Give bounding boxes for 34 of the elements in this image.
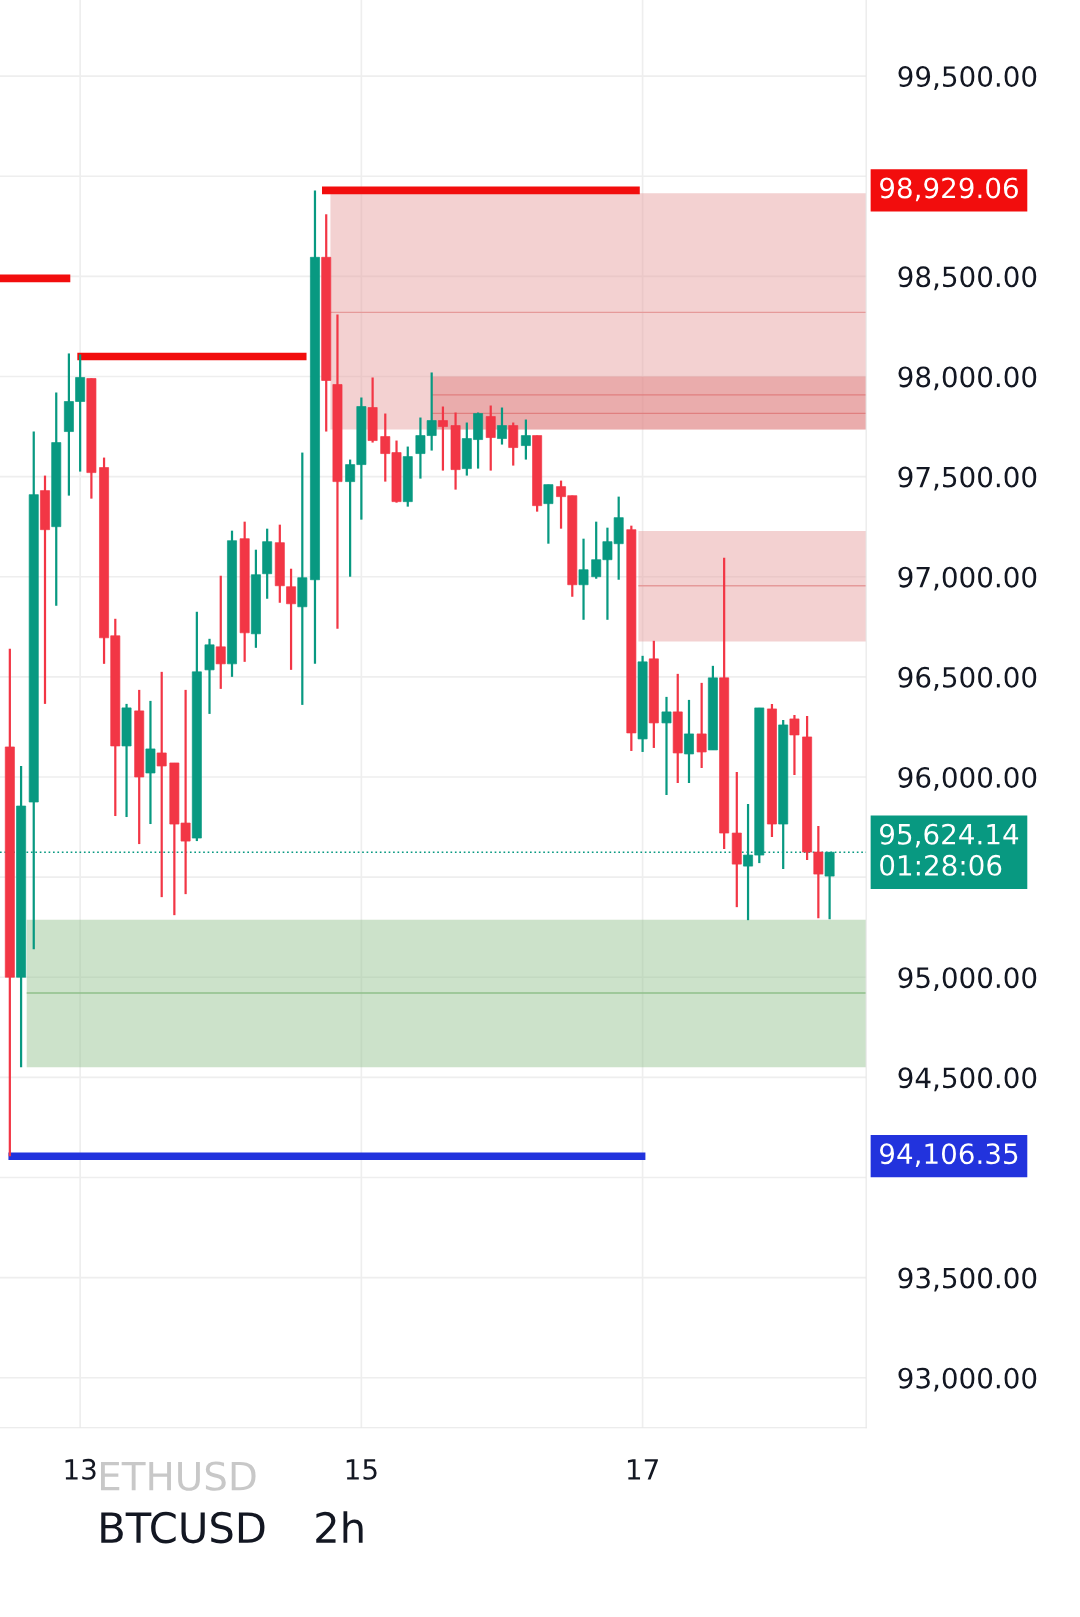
y-tick-label: 95,000.00 <box>898 967 1037 992</box>
candlestick <box>520 418 531 461</box>
candlestick <box>696 681 707 770</box>
x-tick-label: 13 <box>65 1458 96 1480</box>
y-tick-label: 98,500.00 <box>898 266 1037 291</box>
candlestick <box>508 421 519 467</box>
text: 2h <box>316 1511 363 1543</box>
x-tick-label: 15 <box>346 1459 377 1480</box>
candlestick <box>497 406 507 446</box>
y-tick-label: 94,500.00 <box>898 1067 1037 1092</box>
y-tick-label: 96,000.00 <box>898 766 1037 791</box>
candlestick <box>578 537 589 621</box>
y-tick-label: 99,500.00 <box>898 66 1037 90</box>
y-tick-label: 97,500.00 <box>898 466 1037 491</box>
x-tick-label: 17 <box>627 1459 658 1480</box>
candlestick <box>543 483 554 545</box>
candlestick <box>156 670 167 899</box>
candlestick <box>297 451 308 706</box>
text: 94,106.35 <box>880 1143 1018 1168</box>
candlestick <box>485 404 496 472</box>
y-tick-label: 98,000.00 <box>898 366 1037 391</box>
y-tick-label: 96,500.00 <box>898 666 1037 691</box>
text: 98,929.06 <box>880 177 1018 202</box>
candlestick <box>789 713 800 777</box>
candlestick <box>438 405 448 472</box>
candlestick <box>215 574 226 690</box>
candlestick <box>684 698 694 785</box>
y-tick-label: 93,500.00 <box>898 1267 1037 1292</box>
y-tick-label: 93,000.00 <box>898 1367 1037 1392</box>
text: BTCUSD <box>101 1511 265 1544</box>
candlestick <box>286 567 296 671</box>
ref-line-label: 95,624.14 01:28:06 <box>880 823 1019 876</box>
candlestick <box>661 695 672 797</box>
y-tick-label: 97,000.00 <box>898 566 1037 591</box>
